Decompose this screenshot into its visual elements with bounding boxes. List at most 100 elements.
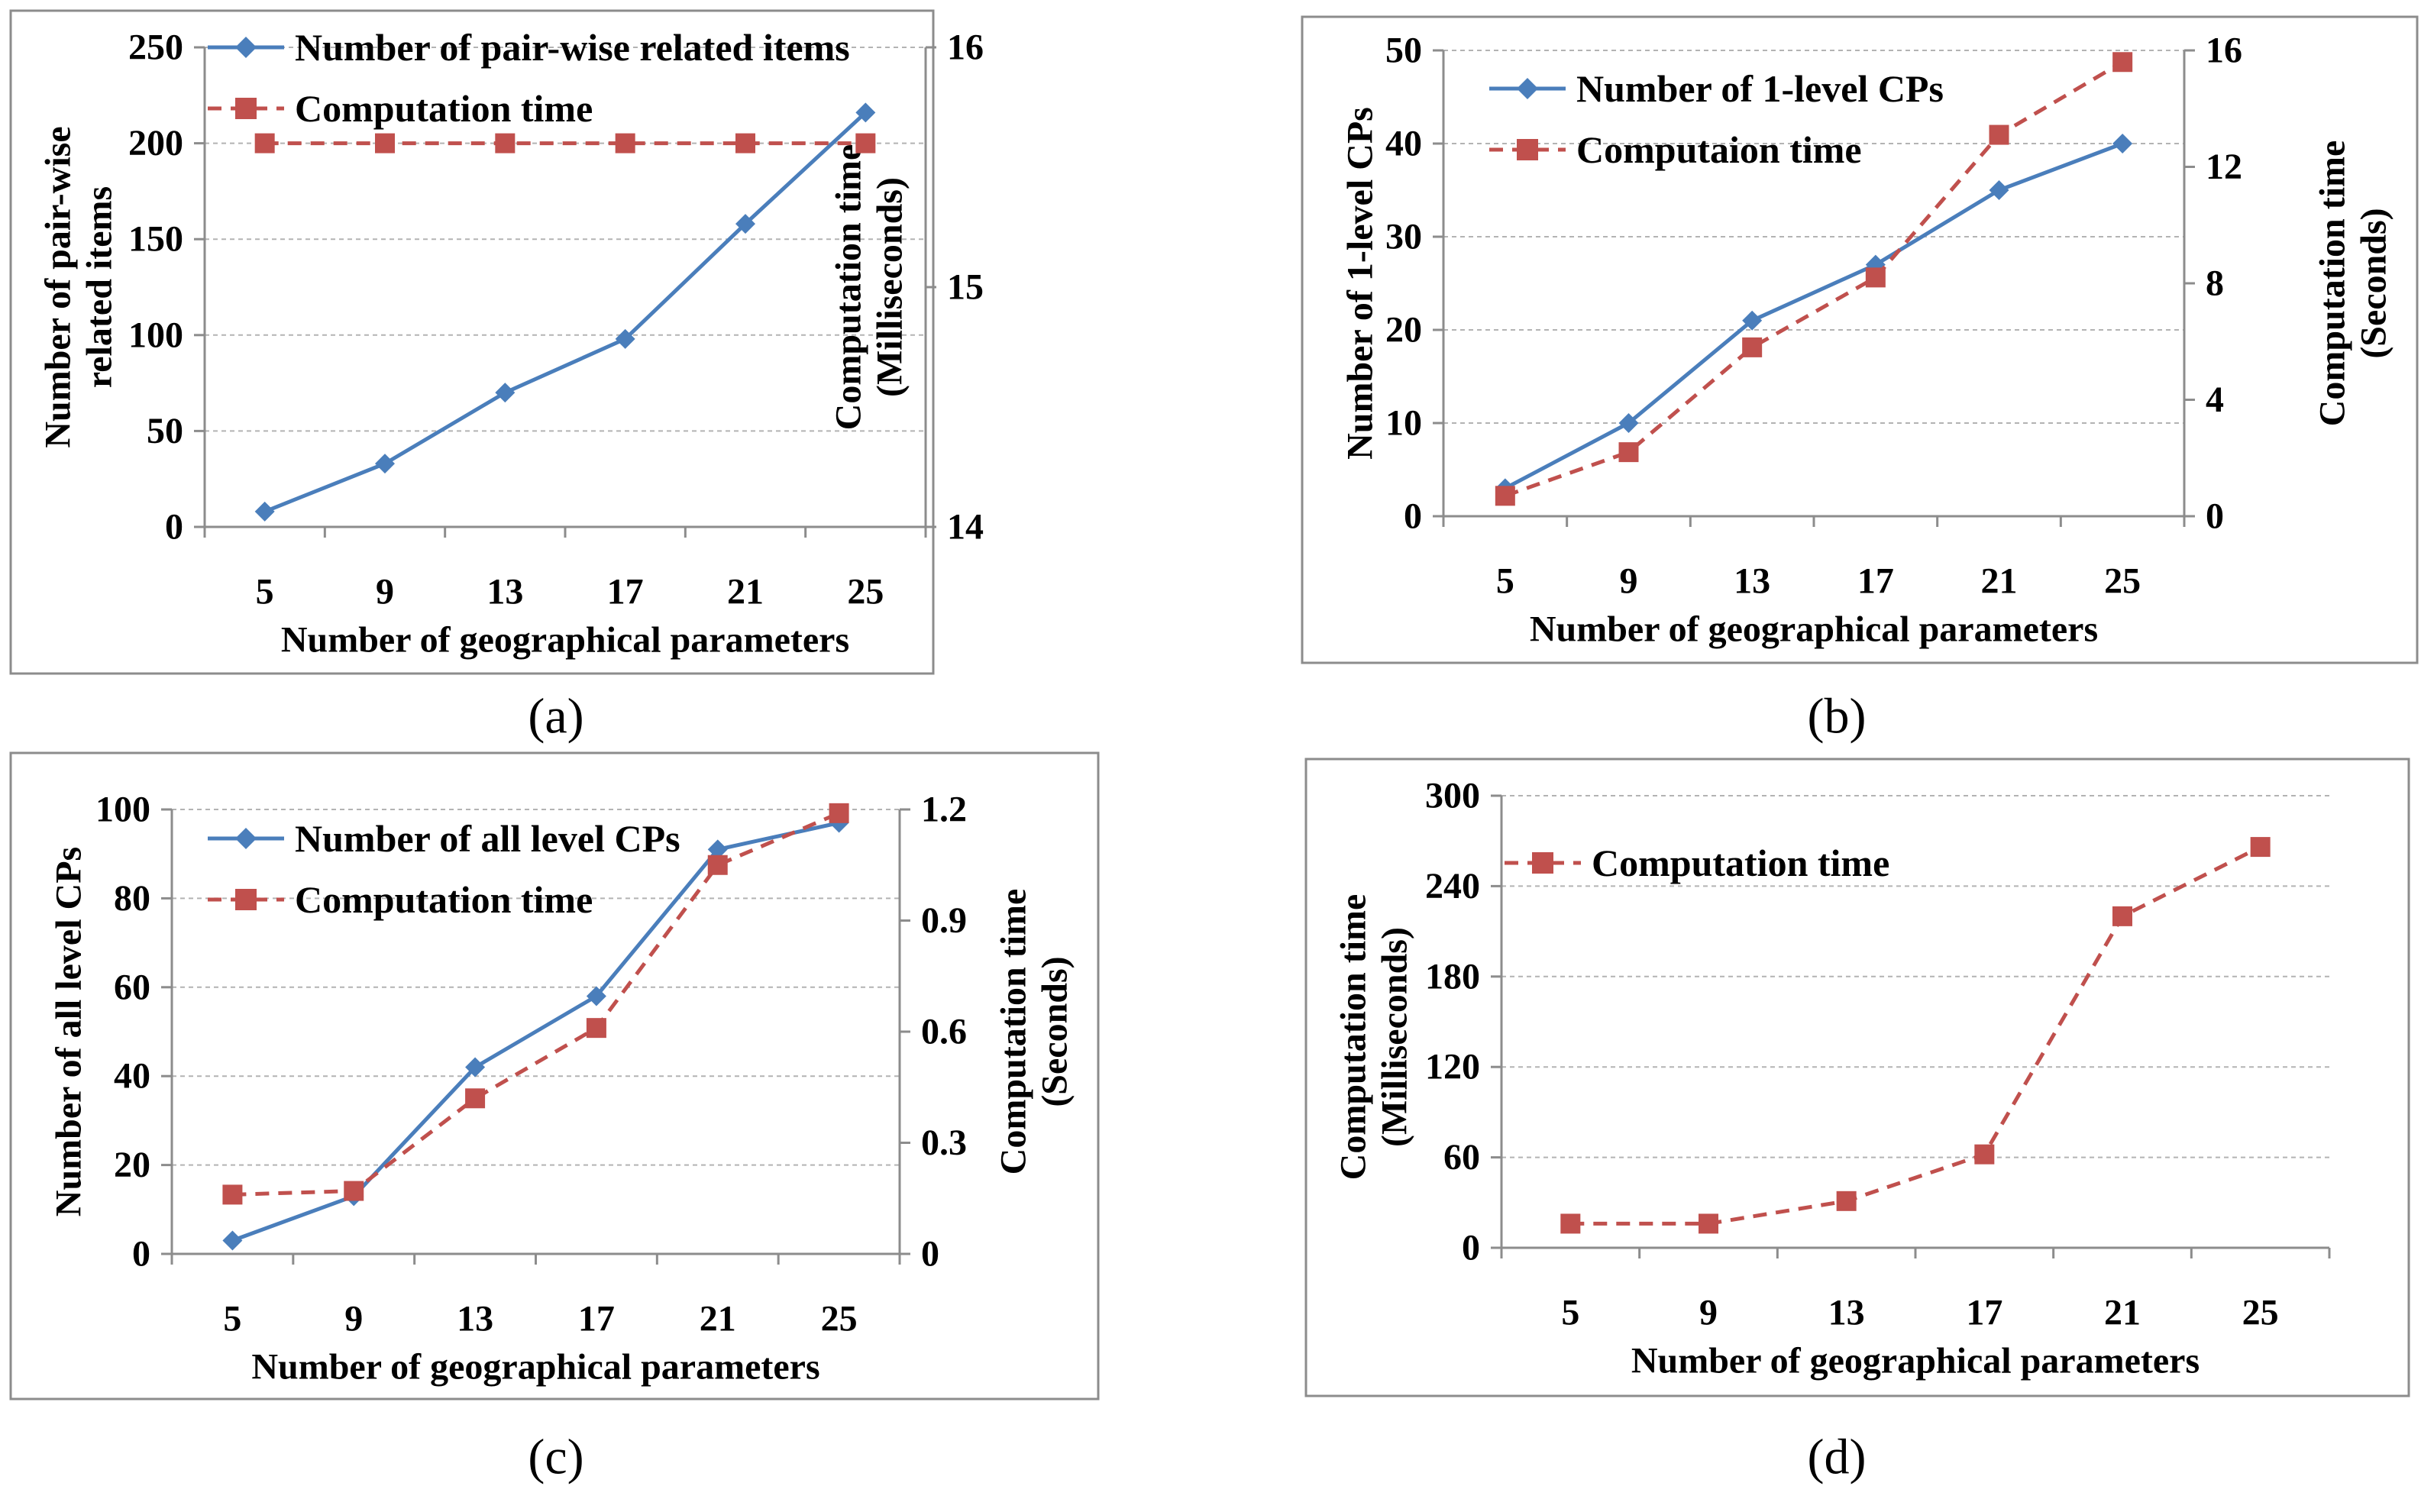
y-tick-label: 0 — [165, 507, 183, 548]
y2-tick-label: 4 — [2206, 380, 2224, 420]
y-tick-label: 80 — [114, 878, 150, 919]
x-tick-label: 17 — [607, 572, 644, 612]
y-tick-label: 60 — [1443, 1137, 1480, 1178]
x-axis-label: Number of geographical parameters — [251, 1347, 819, 1388]
y2-tick-label: 1.2 — [921, 790, 967, 830]
x-axis-label: Number of geographical parameters — [1631, 1341, 2200, 1381]
x-tick-label: 5 — [1496, 561, 1514, 602]
data-point-square — [2112, 52, 2133, 73]
y-tick-label: 150 — [128, 219, 183, 260]
panel-label: (a) — [528, 689, 583, 745]
x-tick-label: 13 — [486, 572, 523, 612]
legend-label: Computation time — [1592, 842, 1889, 884]
legend-marker — [235, 37, 257, 58]
x-tick-label: 9 — [1620, 561, 1638, 602]
y2-tick-label: 0 — [2206, 496, 2224, 537]
data-point-square — [2250, 837, 2271, 858]
y-axis-label: Number of all level CPs — [49, 847, 89, 1216]
data-point-diamond — [2112, 134, 2133, 153]
x-tick-label: 9 — [344, 1299, 363, 1339]
data-point-square — [1989, 124, 2009, 145]
data-point-square — [586, 1018, 606, 1039]
y-axis-label: Number of 1-level CPs — [1340, 107, 1381, 460]
data-point-square — [254, 133, 275, 153]
legend-marker — [1517, 78, 1538, 99]
series-number-of-pair-wise-related-items: Number of pair-wise related items — [208, 26, 876, 522]
y2-axis-label: (Milliseconds) — [870, 177, 910, 397]
y2-axis-label: (Seconds) — [2354, 208, 2394, 358]
y-tick-label: 180 — [1425, 956, 1480, 997]
x-tick-label: 17 — [1966, 1293, 2002, 1333]
x-tick-label: 25 — [821, 1299, 858, 1339]
data-point-diamond — [615, 328, 635, 349]
x-tick-label: 5 — [256, 572, 274, 612]
y-tick-label: 0 — [1404, 496, 1422, 537]
y2-tick-label: 16 — [947, 27, 984, 68]
data-point-diamond — [586, 986, 606, 1006]
y2-axis-label: Computation time — [829, 144, 869, 431]
chart-frame — [9, 9, 935, 675]
y-tick-label: 240 — [1425, 866, 1480, 906]
series-line — [1570, 845, 2261, 1226]
x-axis-label: Number of geographical parameters — [281, 620, 849, 661]
y2-axis-label: (Seconds) — [1035, 956, 1075, 1107]
legend-label: Number of 1-level CPs — [1576, 67, 1944, 110]
legend-marker — [1532, 852, 1553, 874]
y2-tick-label: 16 — [2206, 31, 2242, 71]
series-line — [231, 821, 840, 1242]
panel-label: (c) — [528, 1430, 583, 1485]
data-point-square — [1699, 1213, 1718, 1234]
y-tick-label: 20 — [1385, 310, 1422, 351]
y-tick-label: 10 — [1385, 403, 1422, 444]
x-tick-label: 5 — [223, 1299, 241, 1339]
data-point-square — [1974, 1144, 1995, 1165]
y-tick-label: 100 — [128, 315, 183, 355]
y2-axis-label: Computation time — [2313, 141, 2353, 427]
legend-marker — [235, 98, 257, 119]
legend-marker — [235, 889, 257, 910]
x-tick-label: 17 — [1857, 561, 1894, 602]
x-tick-label: 21 — [727, 572, 764, 612]
data-point-diamond — [254, 501, 275, 522]
data-point-diamond — [735, 214, 755, 234]
data-point-square — [707, 855, 728, 875]
series-computation-time: Computation time — [208, 87, 876, 153]
data-point-square — [465, 1088, 486, 1109]
y-tick-label: 50 — [1385, 31, 1422, 71]
y2-tick-label: 0.9 — [921, 900, 967, 941]
y2-tick-label: 12 — [2206, 147, 2242, 187]
panel-label: (b) — [1808, 689, 1867, 745]
data-point-square — [2112, 906, 2132, 926]
series-computation-time: Computation time — [1505, 837, 2271, 1234]
data-point-diamond — [465, 1057, 486, 1077]
y-tick-label: 120 — [1425, 1047, 1480, 1087]
y-tick-label: 300 — [1425, 776, 1480, 816]
y-tick-label: 50 — [147, 411, 183, 451]
x-tick-label: 13 — [457, 1299, 493, 1339]
y-tick-label: 0 — [1462, 1228, 1480, 1268]
x-tick-label: 9 — [376, 572, 394, 612]
data-point-diamond — [495, 383, 516, 403]
series-line — [1504, 60, 2124, 498]
legend-label: Computaion time — [1576, 128, 1862, 171]
x-tick-label: 25 — [847, 572, 884, 612]
y2-tick-label: 0.6 — [921, 1012, 967, 1052]
data-point-square — [375, 133, 395, 153]
data-point-square — [1836, 1191, 1857, 1211]
y-axis-label: Number of pair-wise — [38, 126, 79, 447]
x-tick-label: 9 — [1699, 1293, 1718, 1333]
data-point-square — [829, 803, 849, 823]
data-point-square — [1742, 337, 1763, 357]
y2-tick-label: 14 — [947, 507, 984, 548]
y-tick-label: 60 — [114, 967, 150, 1007]
data-point-square — [1865, 267, 1886, 288]
legend-marker — [235, 828, 257, 849]
data-point-square — [344, 1181, 364, 1201]
y-tick-label: 200 — [128, 123, 183, 163]
x-tick-label: 17 — [578, 1299, 615, 1339]
y-tick-label: 40 — [114, 1056, 150, 1097]
y-axis-label: related items — [79, 186, 120, 388]
data-point-diamond — [222, 1230, 243, 1251]
